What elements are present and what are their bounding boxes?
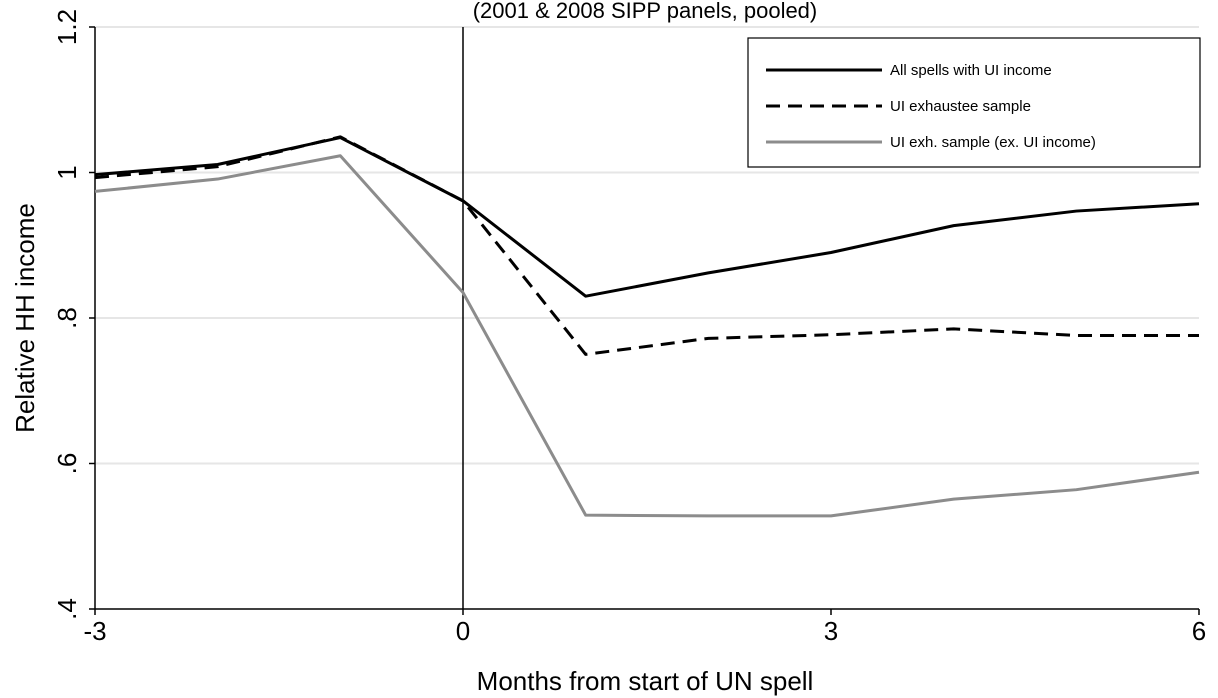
x-tick-label: 6	[1192, 616, 1206, 646]
legend-label: UI exh. sample (ex. UI income)	[890, 134, 1096, 151]
x-tick-label: 3	[824, 616, 838, 646]
legend-label: UI exhaustee sample	[890, 98, 1031, 115]
gridlines	[95, 26, 1199, 465]
chart-subtitle: (2001 & 2008 SIPP panels, pooled)	[473, 0, 818, 23]
y-tick-label: .8	[52, 307, 82, 329]
x-tick-label: -3	[83, 616, 106, 646]
series-lines	[94, 135, 1200, 518]
y-tick-label: .4	[52, 598, 82, 620]
y-tick-label: 1.2	[52, 9, 82, 45]
y-tick-label: 1	[52, 165, 82, 179]
series-line-2	[94, 135, 1199, 356]
x-tick-label: 0	[456, 616, 470, 646]
legend-box	[747, 37, 1201, 168]
y-axis-label: Relative HH income	[10, 203, 40, 433]
y-tick-label: .6	[52, 453, 82, 475]
legend-label: All spells with UI income	[890, 62, 1052, 79]
legend: All spells with UI income UI exhaustee sa…	[747, 37, 1201, 168]
x-axis-label: Months from start of UN spell	[477, 666, 814, 696]
axes: .4 .6 .8 1 1.2 -3 0 3 6	[52, 9, 1206, 646]
series-line-3	[94, 154, 1200, 518]
